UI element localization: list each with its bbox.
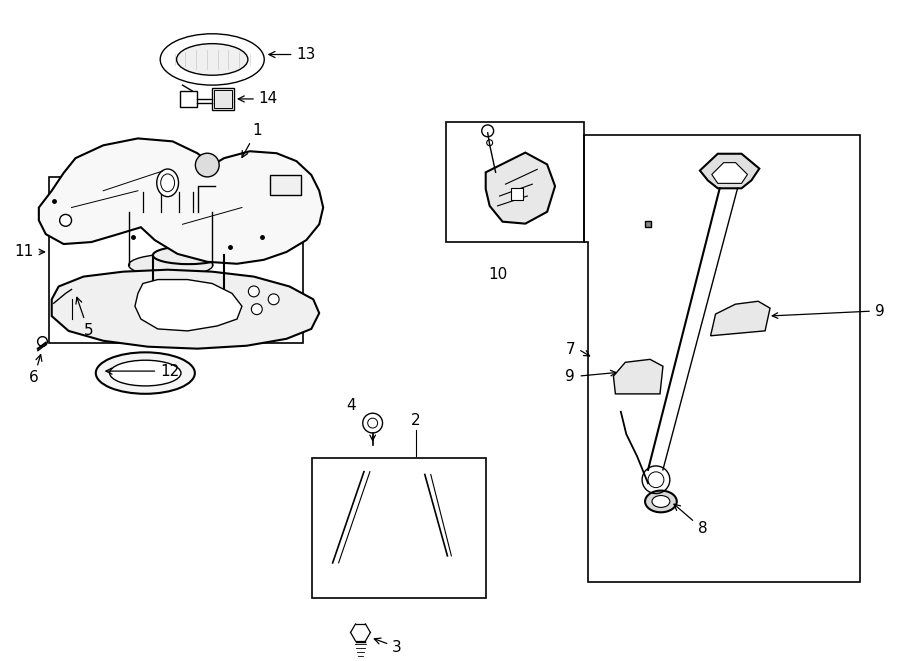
Ellipse shape	[153, 295, 224, 313]
Ellipse shape	[652, 496, 670, 508]
Bar	[446, 122, 584, 243]
Bar	[270, 175, 302, 195]
Ellipse shape	[95, 352, 195, 394]
Bar	[49, 177, 303, 344]
Polygon shape	[614, 360, 663, 394]
Circle shape	[59, 214, 71, 226]
Bar	[179, 91, 197, 107]
Polygon shape	[486, 153, 555, 223]
Text: 13: 13	[269, 47, 316, 62]
Text: 9: 9	[875, 303, 885, 319]
Bar	[173, 186, 184, 196]
Text: 7: 7	[565, 342, 575, 357]
Text: 6: 6	[29, 355, 42, 385]
Text: 4: 4	[346, 398, 356, 413]
Text: 12: 12	[106, 364, 179, 379]
Text: 2: 2	[411, 413, 421, 428]
Ellipse shape	[157, 169, 178, 197]
Ellipse shape	[645, 490, 677, 512]
Text: 8: 8	[674, 504, 707, 536]
Circle shape	[268, 294, 279, 305]
Ellipse shape	[129, 254, 212, 276]
Bar	[186, 186, 199, 196]
Bar	[212, 88, 234, 110]
Text: 14: 14	[238, 91, 278, 106]
Circle shape	[251, 304, 262, 315]
Ellipse shape	[129, 201, 212, 223]
Bar	[214, 90, 232, 108]
Text: 9: 9	[565, 369, 575, 383]
Polygon shape	[135, 280, 242, 331]
Ellipse shape	[161, 174, 175, 192]
Ellipse shape	[110, 360, 181, 386]
Polygon shape	[712, 163, 748, 183]
Polygon shape	[711, 301, 770, 336]
Text: 11: 11	[14, 245, 34, 260]
Polygon shape	[51, 270, 320, 348]
Circle shape	[248, 286, 259, 297]
Bar	[511, 188, 524, 200]
Text: 5: 5	[76, 297, 93, 338]
Text: 3: 3	[374, 638, 402, 655]
Ellipse shape	[153, 247, 224, 264]
Polygon shape	[39, 138, 323, 264]
Text: 1: 1	[242, 124, 262, 157]
Bar	[137, 186, 148, 196]
Ellipse shape	[176, 44, 248, 75]
Text: 10: 10	[489, 267, 508, 282]
Bar	[155, 186, 166, 196]
Bar	[311, 457, 486, 598]
Circle shape	[195, 153, 220, 177]
Polygon shape	[700, 154, 760, 188]
